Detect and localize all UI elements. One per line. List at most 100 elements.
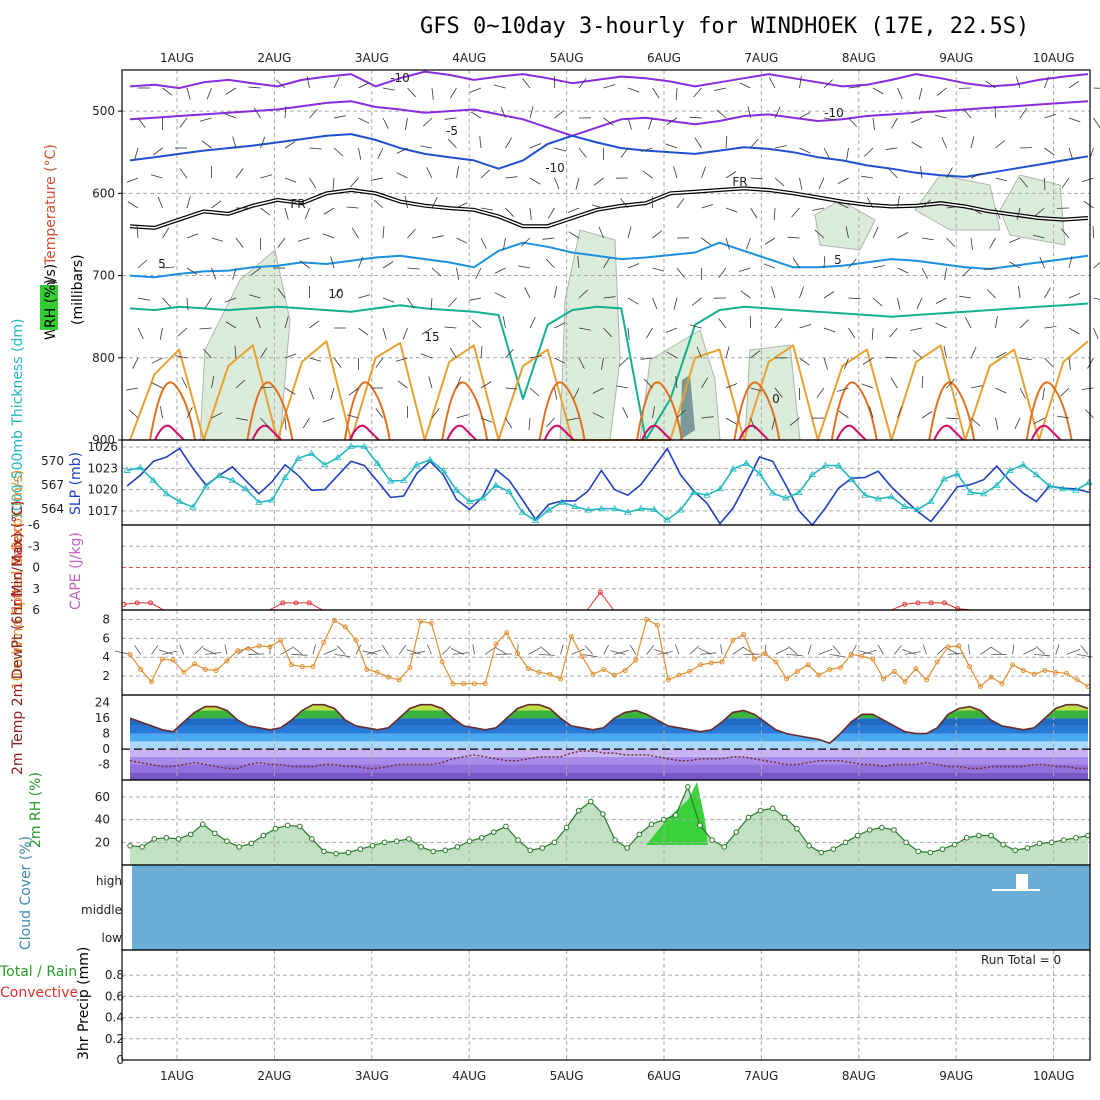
- wind-barb: [358, 294, 371, 299]
- wind-barb-10m: [203, 648, 217, 655]
- wind-barb: [186, 267, 198, 275]
- wind-barb: [201, 140, 212, 149]
- wind-speed-marker: [590, 671, 596, 677]
- wind-barb: [970, 237, 973, 250]
- wind-barb: [136, 225, 139, 239]
- date-label-bottom: 7AUG: [744, 1069, 778, 1083]
- rh-marker: [782, 814, 788, 821]
- wind-barb: [934, 114, 947, 119]
- rh-marker: [1012, 847, 1019, 854]
- temperature-contour-20: [343, 381, 391, 441]
- rh-marker: [515, 837, 521, 843]
- date-label-top: 4AUG: [452, 51, 486, 65]
- contour-label: -10: [824, 106, 844, 120]
- rh-marker: [406, 836, 412, 842]
- wind-barb: [284, 141, 296, 149]
- temp2m-ylabel: 2m Temp 2m DewPt (6hr Min/Max) (°C): [10, 500, 26, 775]
- wind-barb: [162, 87, 173, 96]
- thickness-slp-panel: 1026 1023 1020 1017 570 567 564 1000-500mb Thi…: [10, 319, 1093, 527]
- wind-barb: [673, 166, 678, 179]
- temperature-contour-25: [835, 424, 867, 441]
- wind-speed-marker: [794, 668, 800, 674]
- rh-marker: [866, 827, 873, 833]
- wind-barb-10m: [381, 644, 389, 655]
- lifted-index-tick-label: 0: [32, 561, 40, 575]
- wind-barb: [627, 226, 632, 239]
- contour-label: FR: [732, 175, 747, 189]
- wind-barb-10m: [877, 644, 884, 655]
- wind-barb: [848, 86, 861, 89]
- lifted-index-marker: [597, 589, 603, 595]
- wind-barb: [528, 417, 531, 431]
- wind-barb: [642, 170, 653, 179]
- wind-barb: [696, 346, 702, 359]
- thickness-marker: [268, 496, 276, 503]
- wind-barb: [578, 147, 587, 158]
- wind-speed-marker: [385, 674, 391, 680]
- wind-barb: [846, 147, 849, 160]
- wind-barb-10m: [158, 649, 174, 655]
- wind-barb: [627, 263, 640, 269]
- upper-ylabel-rh: RH (%): [43, 279, 59, 328]
- rh-marker: [418, 844, 424, 850]
- wind-barb: [791, 207, 800, 218]
- wind-speed-marker: [375, 669, 381, 675]
- thickness-marker: [123, 466, 131, 473]
- wind-barb: [260, 136, 266, 149]
- temp-tick-label: 16: [95, 711, 110, 725]
- wind-barb: [402, 327, 408, 340]
- rh-marker: [357, 846, 364, 852]
- wind-barb: [309, 147, 322, 150]
- thickness-marker: [202, 482, 210, 489]
- precip-ylabel: 3hr Precip (mm): [76, 947, 92, 1060]
- rh-marker: [745, 814, 752, 821]
- wind-barb: [1068, 357, 1071, 370]
- wind-barb: [500, 106, 506, 119]
- slp-tick-label: 1020: [87, 483, 118, 497]
- thickness-marker: [979, 490, 988, 497]
- wind-barb: [861, 175, 874, 179]
- rh-marker: [430, 848, 436, 855]
- wind-barb: [897, 232, 909, 239]
- temperature-band: [130, 695, 1088, 703]
- wind-barb: [546, 417, 555, 428]
- thickness-marker: [439, 466, 447, 473]
- wind-barb: [529, 106, 534, 119]
- wind-barb: [157, 196, 163, 209]
- rh2m-ylabel: 2m RH (%): [28, 772, 44, 848]
- date-label-bottom: 8AUG: [842, 1069, 876, 1083]
- rh-marker: [260, 832, 267, 839]
- contour-label: 5: [834, 253, 842, 267]
- wind-barb: [946, 167, 953, 179]
- wind-barb: [346, 414, 359, 419]
- rh2m-panel: 60 40 20 2m RH (%): [28, 772, 1091, 866]
- wind-speed-marker: [149, 679, 155, 685]
- wind-speed-marker: [751, 656, 757, 662]
- wind-barb: [1057, 415, 1070, 419]
- wind-barb: [375, 357, 384, 368]
- wind-barb: [701, 237, 712, 246]
- wind-barb-10m: [764, 644, 767, 655]
- rh-marker: [563, 824, 570, 831]
- wind-barb: [601, 357, 604, 370]
- wind-speed-marker: [159, 656, 165, 662]
- wind-speed-marker: [687, 668, 693, 674]
- wind-barb-10m: [355, 644, 362, 655]
- wind-barb: [665, 143, 678, 149]
- rh-marker: [442, 847, 449, 854]
- date-label-bottom: 2AUG: [257, 1069, 291, 1083]
- wind-barb: [567, 207, 580, 213]
- wind-barb-10m: [441, 645, 452, 655]
- wind-barb: [568, 231, 580, 239]
- wind-barb: [837, 202, 849, 209]
- wind-barb: [127, 201, 139, 209]
- rh-marker: [381, 839, 388, 846]
- contour-label: FR: [290, 197, 305, 211]
- wind-barb: [1060, 387, 1070, 397]
- wind-barb: [206, 87, 212, 100]
- wind-barb: [995, 140, 1006, 149]
- wind-barb: [689, 116, 702, 119]
- rh-tick-label: 40: [95, 813, 110, 827]
- thickness-marker: [531, 516, 540, 524]
- wind-barb-10m: [990, 646, 1003, 655]
